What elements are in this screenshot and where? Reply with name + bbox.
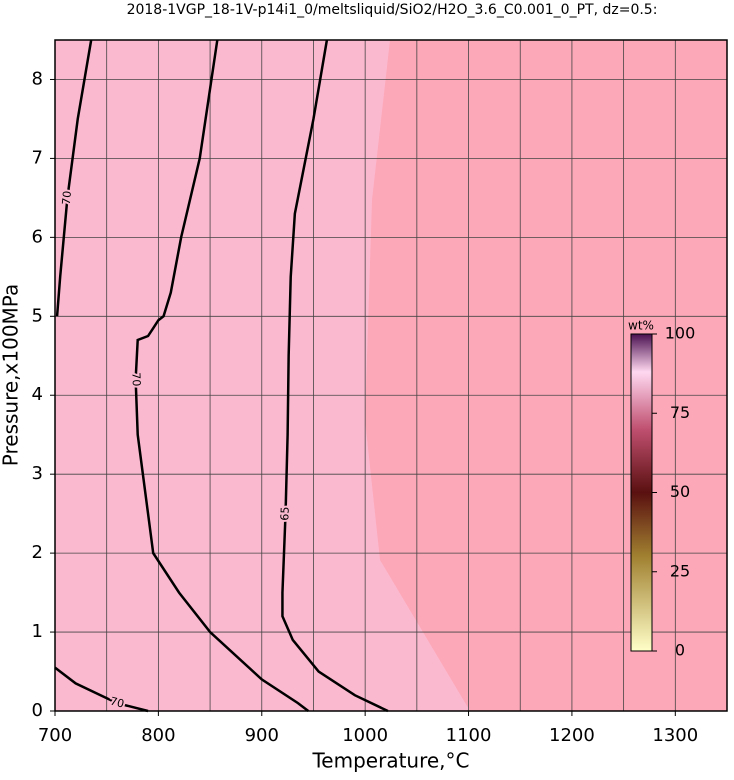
x-tick-label: 800 bbox=[141, 725, 175, 746]
contour-line bbox=[54, 666, 149, 713]
chart-title: 2018-1VGP_18-1V-p14i1_0/meltsliquid/SiO2… bbox=[127, 2, 658, 18]
y-axis-label: Pressure,x100MPa bbox=[0, 284, 23, 466]
y-tick-label: 7 bbox=[32, 147, 43, 168]
colorbar-tick-label: 50 bbox=[670, 482, 690, 501]
y-tick-label: 0 bbox=[32, 700, 43, 721]
colorbar-tick-label: 75 bbox=[670, 403, 690, 422]
contour-label: 70 bbox=[60, 190, 74, 205]
x-tick-label: 1300 bbox=[652, 725, 698, 746]
y-tick-label: 4 bbox=[32, 384, 43, 405]
x-tick-label: 900 bbox=[245, 725, 279, 746]
colorbar-tick-label: 0 bbox=[675, 641, 685, 660]
colorbar bbox=[630, 333, 653, 652]
y-tick-label: 2 bbox=[32, 542, 43, 563]
x-tick-label: 1100 bbox=[446, 725, 492, 746]
colorbar-tick-label: 100 bbox=[665, 324, 696, 343]
contour-line bbox=[55, 39, 93, 317]
plot-frame bbox=[54, 39, 728, 712]
colorbar-tick-label: 25 bbox=[670, 561, 690, 580]
x-tick-label: 700 bbox=[38, 725, 72, 746]
x-tick-label: 1000 bbox=[342, 725, 388, 746]
contour-line bbox=[134, 39, 310, 712]
contour-label: 70 bbox=[109, 695, 126, 711]
y-tick-label: 3 bbox=[32, 463, 43, 484]
contour-label: 65 bbox=[278, 506, 292, 520]
colorbar-label: wt% bbox=[628, 319, 654, 333]
y-tick-label: 5 bbox=[32, 305, 43, 326]
contour-line bbox=[281, 39, 389, 713]
y-tick-label: 6 bbox=[32, 226, 43, 247]
y-tick-label: 1 bbox=[32, 621, 43, 642]
contour-label: 70 bbox=[129, 372, 143, 386]
y-tick-label: 8 bbox=[32, 68, 43, 89]
x-tick-label: 1200 bbox=[549, 725, 595, 746]
x-axis-label: Temperature,°C bbox=[311, 749, 469, 773]
